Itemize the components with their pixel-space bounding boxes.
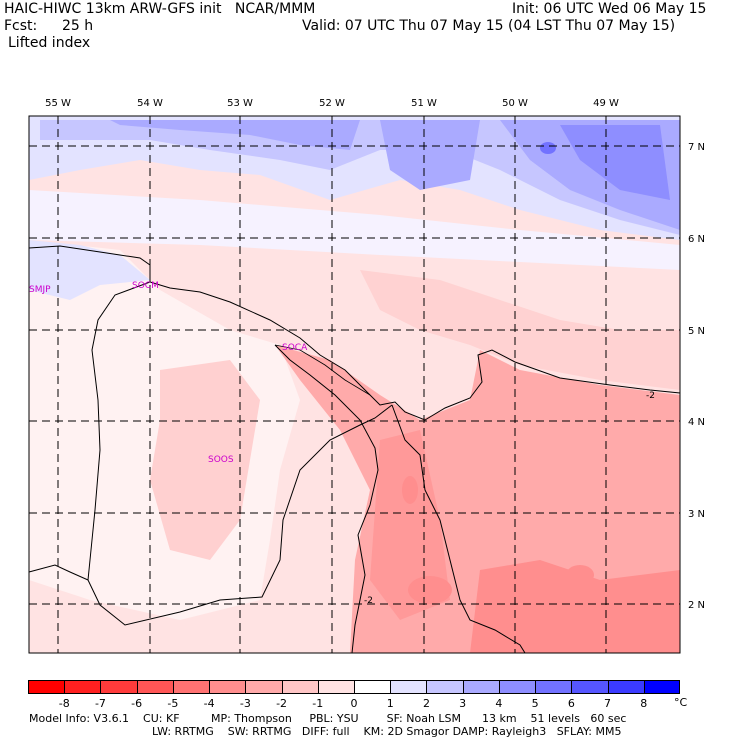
colorbar-swatch (607, 680, 644, 694)
lifted-index-map: 55 W 54 W 53 W 52 W 51 W 50 W 49 W 7 N 6… (28, 98, 705, 654)
colorbar-swatch (28, 680, 65, 694)
station-soos: SOOS (208, 455, 234, 465)
colorbar-tick-label: -4 (203, 697, 215, 710)
model-info-line2: LW: RRTMG SW: RRTMG DIFF: full KM: 2D Sm… (152, 725, 622, 738)
colorbar-swatch (281, 680, 318, 694)
colorbar-swatch (136, 680, 173, 694)
colorbar-swatch (64, 680, 101, 694)
lat-label: 2 N (688, 600, 705, 611)
valid-time: Valid: 07 UTC Thu 07 May 15 (04 LST Thu … (302, 18, 676, 34)
colorbar-tick-label: 5 (531, 697, 539, 710)
colorbar-tick-label: 0 (350, 697, 358, 710)
station-socm: SOCM (132, 281, 159, 291)
colorbar-swatch (390, 680, 427, 694)
colorbar-tick-label: -1 (312, 697, 324, 710)
colorbar-tick-label: 8 (640, 697, 648, 710)
map-title: HAIC-HIWC 13km ARW-GFS init NCAR/MMM (4, 1, 316, 17)
colorbar-swatch (571, 680, 608, 694)
station-soca: SOCA (282, 343, 308, 353)
init-time: Init: 06 UTC Wed 06 May 15 (512, 1, 707, 17)
colorbar-swatch (498, 680, 536, 694)
colorbar-swatch (317, 680, 354, 694)
colorbar-unit: °C (674, 696, 688, 709)
colorbar-tick-label: -5 (167, 697, 179, 710)
colorbar-swatch (354, 680, 391, 694)
contour-label: -2 (646, 391, 655, 401)
lon-label: 55 W (45, 98, 71, 109)
colorbar-tick-label: 4 (495, 697, 503, 710)
colorbar-tick-label: 7 (604, 697, 612, 710)
lat-lon-grid (29, 116, 680, 653)
lat-label: 4 N (688, 417, 705, 428)
colorbar-tick-label: -2 (276, 697, 288, 710)
colorbar-swatch (172, 680, 210, 694)
colorbar-tick-label: 2 (422, 697, 430, 710)
lat-label: 5 N (688, 326, 705, 337)
lat-label: 3 N (688, 509, 705, 520)
colorbar-tick-label: 6 (567, 697, 575, 710)
colorbar-swatch (462, 680, 499, 694)
forecast-label: Fcst: (4, 18, 38, 34)
model-info-line1: Model Info: V3.6.1 CU: KF MP: Thompson P… (29, 712, 627, 725)
colorbar-swatch (426, 680, 463, 694)
colorbar-swatch (245, 680, 282, 694)
lat-label: 7 N (688, 142, 705, 153)
lon-label: 52 W (319, 98, 345, 109)
colorbar-tick-label: -7 (94, 697, 106, 710)
lon-label: 54 W (137, 98, 163, 109)
station-smjp: SMJP (29, 285, 51, 295)
contour-lines (274, 344, 371, 396)
lon-label: 51 W (411, 98, 437, 109)
lon-label: 49 W (593, 98, 619, 109)
colorbar-tick-label: -3 (239, 697, 251, 710)
lat-label: 6 N (688, 234, 705, 245)
colorbar-tick-label: 1 (386, 697, 394, 710)
colorbar-tick-label: 3 (459, 697, 467, 710)
lon-label: 53 W (227, 98, 253, 109)
field-name: Lifted index (8, 35, 91, 51)
colorbar-tick-label: -6 (131, 697, 143, 710)
colorbar-swatch (535, 680, 572, 694)
colorbar-swatch (643, 680, 680, 694)
forecast-hour: 25 h (62, 18, 94, 34)
lon-label: 50 W (502, 98, 528, 109)
map-fill (29, 116, 680, 653)
colorbar-tick-label: -8 (58, 697, 70, 710)
colorbar-swatch (209, 680, 246, 694)
map-frame (28, 115, 681, 654)
colorbar-swatch (100, 680, 137, 694)
contour-label: -2 (364, 596, 373, 606)
